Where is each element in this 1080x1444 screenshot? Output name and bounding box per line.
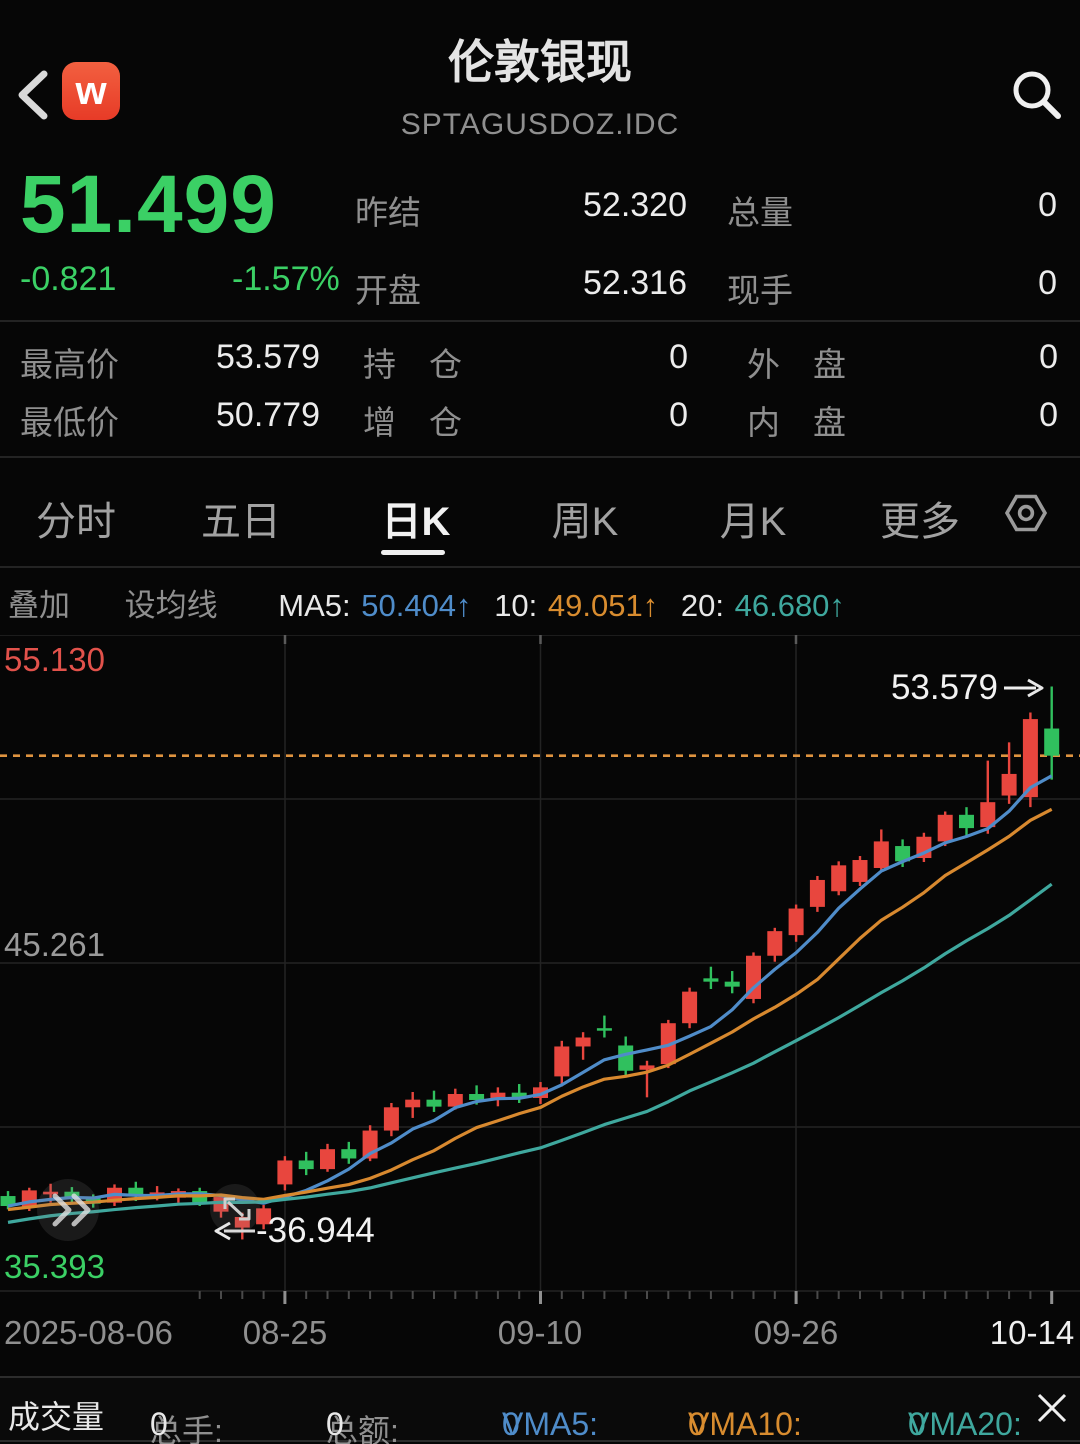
quote-field-label: 现手 — [727, 272, 793, 309]
ma-toolbar: 叠加 设均线 MA5: 50.404↑ 10: 49.051↑ 20: 46.6… — [8, 580, 859, 625]
wind-app-logo: w — [62, 62, 120, 120]
ma10-value: 49.051↑ — [547, 588, 659, 623]
x-axis-label: 10-14 — [989, 1314, 1075, 1351]
candlestick-chart[interactable] — [0, 634, 1080, 1315]
y-axis-label: 35.393 — [4, 1248, 105, 1285]
divider — [0, 566, 1080, 568]
quote-field-value: 52.316 — [583, 264, 687, 302]
stat-label: 外 盘 — [747, 346, 846, 383]
quote-field-value: 0 — [1038, 186, 1057, 224]
price-change-pct: -1.57% — [232, 260, 340, 298]
y-axis-label: 45.261 — [4, 926, 105, 963]
x-axis-label: 09-26 — [753, 1314, 839, 1351]
ma5-label: MA5: — [278, 588, 351, 623]
tab-月K[interactable]: 月K — [719, 500, 787, 544]
instrument-code: SPTAGUSDOZ.IDC — [400, 108, 680, 141]
tab-五日[interactable]: 五日 — [201, 500, 281, 544]
volume-pane-bar: 成交量 总手: 0 总额: 0 VMA5: 0 VMA10: 0 VMA20: 0 — [0, 1376, 1080, 1444]
stat-value: 50.779 — [216, 396, 320, 434]
divider — [0, 456, 1080, 458]
x-axis-label: 2025-08-06 — [4, 1314, 173, 1351]
search-icon[interactable] — [1006, 64, 1068, 126]
stat-label: 内 盘 — [747, 404, 846, 441]
stat-value: 0 — [669, 396, 688, 434]
x-axis-label: 09-10 — [497, 1314, 583, 1351]
set-ma-button[interactable]: 设均线 — [124, 588, 218, 623]
overlay-button[interactable]: 叠加 — [8, 588, 70, 623]
tab-周K[interactable]: 周K — [551, 500, 619, 544]
y-axis-label: 55.130 — [4, 641, 105, 678]
wind-logo-letter: w — [75, 68, 107, 113]
x-axis-label: 08-25 — [242, 1314, 328, 1351]
tab-分时[interactable]: 分时 — [36, 500, 116, 544]
stat-label: 持 仓 — [363, 346, 462, 383]
stat-label: 增 仓 — [363, 404, 462, 441]
volume-title: 成交量 — [8, 1399, 105, 1435]
last-price: 51.499 — [20, 159, 277, 250]
quote-field-label: 开盘 — [355, 272, 421, 309]
ma10-label: 10: — [494, 588, 538, 623]
quote-field-label: 总量 — [727, 194, 793, 231]
quote-field-value: 52.320 — [583, 186, 687, 224]
stat-value: 0 — [1039, 338, 1058, 376]
page-title: 伦敦银现 — [448, 36, 632, 88]
divider — [0, 320, 1080, 322]
stat-label: 最低价 — [20, 404, 119, 441]
quote-field-label: 昨结 — [355, 194, 421, 231]
stat-value: 0 — [1039, 396, 1058, 434]
back-icon[interactable] — [12, 68, 52, 122]
active-tab-underline — [381, 550, 445, 555]
quote-field-value: 0 — [1038, 264, 1057, 302]
chart-settings-icon[interactable] — [1000, 489, 1052, 537]
ma20-value: 46.680↑ — [734, 588, 845, 623]
period-high-annotation: 53.579 — [890, 668, 998, 707]
stat-label: 最高价 — [20, 346, 119, 383]
stat-value: 0 — [669, 338, 688, 376]
ma5-value: 50.404↑ — [361, 588, 472, 623]
tab-日K[interactable]: 日K — [381, 500, 451, 544]
stat-value: 53.579 — [216, 338, 320, 376]
price-change: -0.821 — [20, 260, 117, 298]
ma20-label: 20: — [680, 588, 724, 623]
tab-更多[interactable]: 更多 — [880, 500, 960, 544]
period-low-annotation: -36.944 — [256, 1211, 375, 1250]
close-volume-icon[interactable] — [1034, 1390, 1070, 1426]
